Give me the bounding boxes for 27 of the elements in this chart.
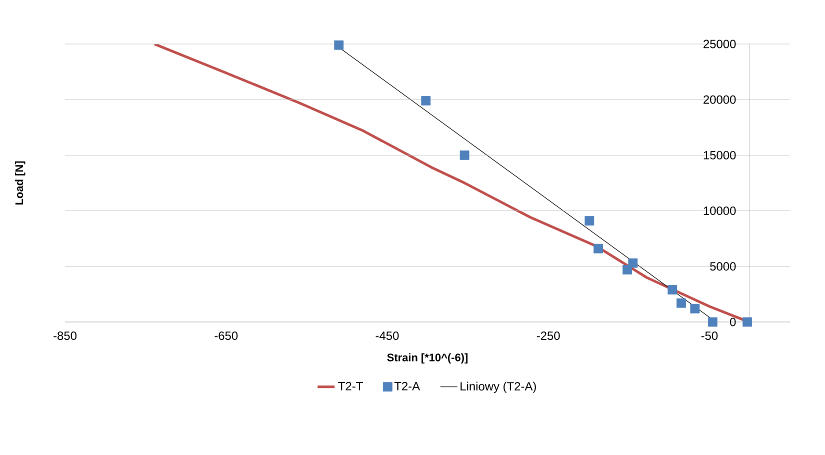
x-axis-title: Strain [*10^(-6)]	[387, 353, 468, 364]
point	[594, 244, 603, 254]
x-tick-label: -650	[214, 332, 238, 340]
legend-label: Liniowy (T2-A)	[460, 382, 536, 393]
x-tick-label: -850	[54, 332, 77, 340]
y-tick-label: 10000	[704, 206, 736, 216]
y-tick-label: 25000	[704, 40, 736, 48]
point	[334, 40, 344, 50]
point	[742, 317, 752, 327]
point	[584, 216, 594, 226]
y-tick-label: 20000	[704, 95, 736, 104]
point	[421, 96, 431, 106]
point	[628, 258, 638, 268]
point	[708, 317, 718, 327]
x-tick-label: -50	[701, 332, 718, 340]
y-tick-label: 5000	[710, 262, 736, 271]
legend-label: T2-T	[338, 382, 363, 390]
legend-label: T2-A	[394, 382, 420, 390]
x-tick-label: -450	[376, 332, 399, 340]
x-tick-label: -250	[536, 332, 560, 340]
point	[676, 298, 686, 308]
y-tick-label: 15000	[704, 150, 736, 160]
point	[668, 285, 678, 294]
point	[460, 150, 470, 160]
point	[690, 304, 700, 314]
y-tick-label: 0	[730, 318, 736, 326]
y-axis-title: Load [N]	[15, 161, 26, 204]
